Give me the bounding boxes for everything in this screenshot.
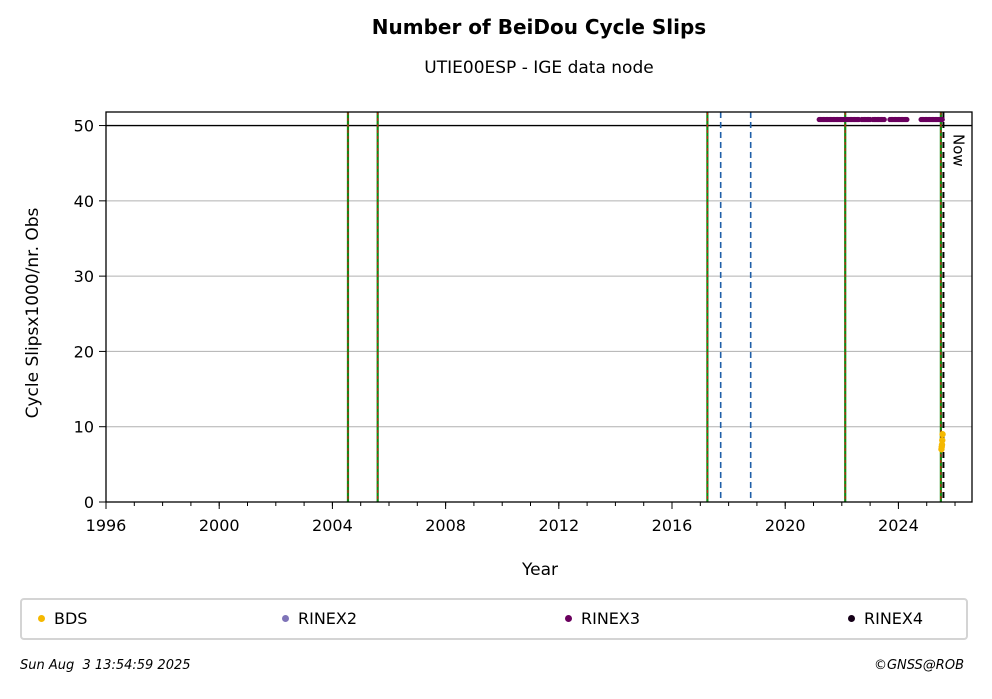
y-tick-label: 50 — [74, 117, 94, 136]
footer-copyright: ©GNSS@ROB — [873, 658, 964, 673]
y-tick-label: 20 — [74, 342, 94, 361]
legend-item-rinex2: RINEX2 — [282, 609, 357, 628]
rinex3-point — [881, 116, 887, 123]
legend-label-rinex2: RINEX2 — [298, 609, 358, 628]
x-tick-label: 2008 — [425, 516, 466, 535]
x-tick-label: 2000 — [199, 516, 240, 535]
y-tick-label: 0 — [84, 493, 94, 512]
legend-marker-rinex2 — [282, 615, 289, 622]
rinex3-point — [904, 116, 910, 123]
x-tick-label: 2024 — [878, 516, 919, 535]
bds-point — [939, 431, 946, 438]
legend-label-rinex4: RINEX4 — [864, 609, 924, 628]
bds-point — [938, 443, 945, 451]
legend-marker-rinex3 — [565, 615, 572, 622]
chart-legend: BDS RINEX2 RINEX3 RINEX4 — [20, 598, 968, 640]
now-label: Now — [949, 134, 967, 167]
x-tick-label: 2020 — [765, 516, 806, 535]
y-tick-label: 40 — [74, 192, 94, 211]
legend-item-rinex4: RINEX4 — [848, 609, 923, 628]
footer-timestamp: Sun Aug 3 13:54:59 2025 — [20, 658, 191, 673]
legend-item-rinex3: RINEX3 — [565, 609, 640, 628]
x-axis-label: Year — [521, 560, 558, 580]
chart-subtitle: UTIE00ESP - IGE data node — [424, 58, 654, 78]
x-tick-label: 2004 — [312, 516, 353, 535]
x-tick-label: 2016 — [652, 516, 693, 535]
x-tick-label: 1996 — [86, 516, 127, 535]
legend-label-rinex3: RINEX3 — [581, 609, 641, 628]
legend-label-bds: BDS — [54, 609, 88, 628]
y-tick-label: 10 — [74, 418, 94, 437]
chart-title: Number of BeiDou Cycle Slips — [371, 15, 707, 39]
legend-marker-rinex4 — [848, 615, 855, 622]
y-axis-label: Cycle Slipsx1000/nr. Obs — [23, 207, 43, 418]
plot-frame — [105, 111, 973, 503]
cycle-slips-chart: 1996 2000 2004 2008 2012 2016 2020 2024 0 10 20 30 4… — [23, 111, 973, 580]
legend-item-bds: BDS — [38, 609, 87, 628]
bds-point — [939, 437, 946, 444]
y-tick-label: 30 — [74, 267, 94, 286]
legend-marker-bds — [38, 615, 45, 622]
x-tick-label: 2012 — [538, 516, 579, 535]
rinex3-point — [939, 116, 945, 123]
